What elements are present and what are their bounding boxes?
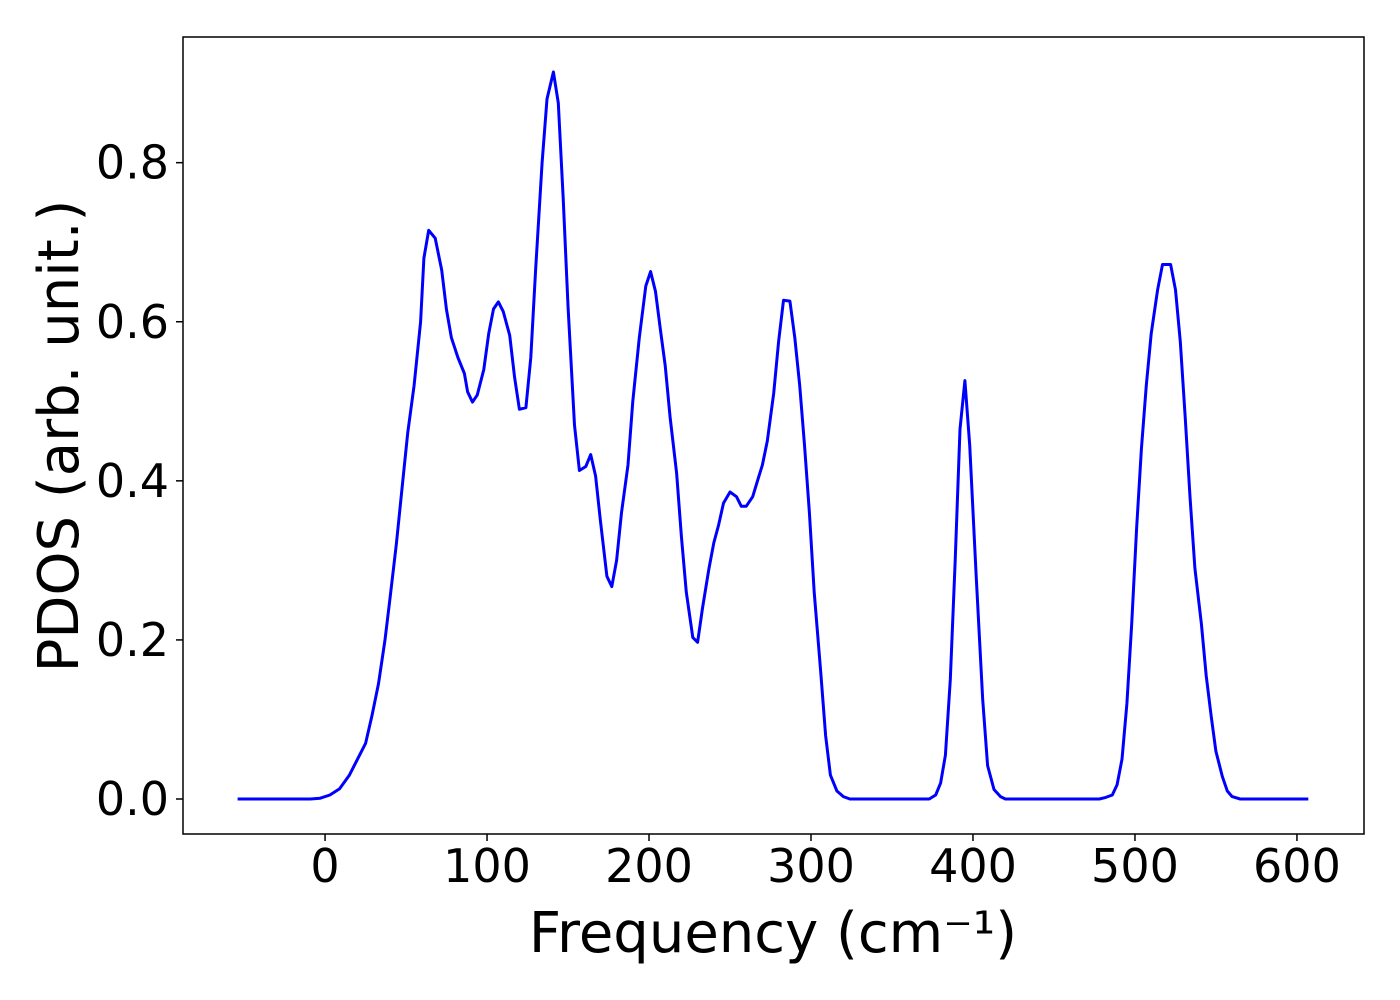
y-axis-label: PDOS (arb. unit.) xyxy=(27,200,92,673)
x-axis-label: Frequency (cm⁻¹) xyxy=(529,901,1017,966)
y-tick-label: 0.4 xyxy=(96,454,169,508)
y-tick-label: 0.6 xyxy=(96,295,169,349)
x-tick-label: 500 xyxy=(1091,839,1179,893)
y-tick-label: 0.2 xyxy=(96,613,169,667)
y-tick-label: 0.0 xyxy=(96,772,169,826)
x-tick-label: 200 xyxy=(605,839,693,893)
x-tick-label: 0 xyxy=(310,839,339,893)
plot-frame xyxy=(182,36,1365,835)
x-tick-label: 600 xyxy=(1253,839,1341,893)
x-tick-label: 300 xyxy=(767,839,855,893)
x-tick-label: 400 xyxy=(929,839,1017,893)
data-line xyxy=(237,70,1309,801)
x-tick-label: 100 xyxy=(443,839,531,893)
y-tick-label: 0.8 xyxy=(96,136,169,190)
